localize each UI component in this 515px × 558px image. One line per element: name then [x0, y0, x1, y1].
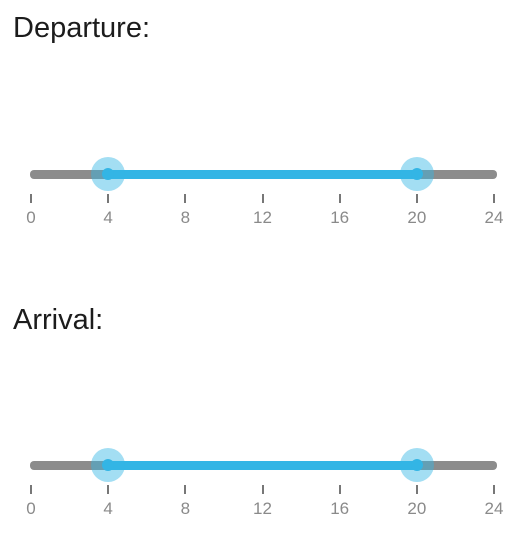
min-thumb-core	[102, 459, 115, 471]
tick-label: 4	[103, 499, 113, 518]
tick-label: 0	[26, 499, 36, 518]
departure-range-slider[interactable]: 0 4 8 12 16 20 24	[0, 150, 515, 230]
tick-mark	[261, 485, 264, 494]
tick-label: 20	[407, 499, 427, 518]
max-thumb[interactable]	[399, 157, 434, 191]
tick-label: 24	[484, 208, 504, 227]
selected-range	[108, 170, 417, 179]
tick-label: 0	[26, 208, 36, 227]
tick-mark	[30, 485, 32, 494]
tick-mark	[184, 194, 187, 203]
tick-mark	[338, 194, 341, 203]
max-thumb-core	[410, 168, 423, 180]
min-thumb-core	[102, 168, 115, 180]
tick-mark	[184, 485, 187, 494]
tick-mark	[30, 194, 32, 203]
tick-mark	[261, 194, 264, 203]
tick-label: 20	[407, 208, 427, 227]
tick-label: 16	[330, 499, 350, 518]
tick-label: 12	[253, 499, 272, 518]
departure-label: Departure:	[13, 12, 151, 44]
tick-mark	[493, 485, 495, 494]
tick-label: 8	[180, 499, 191, 518]
tick-label: 16	[330, 208, 350, 227]
tick-mark	[107, 485, 110, 494]
tick-label: 24	[484, 499, 504, 518]
max-thumb[interactable]	[399, 448, 434, 482]
max-thumb-core	[410, 459, 423, 471]
tick-mark	[415, 194, 418, 203]
tick-label: 4	[103, 208, 113, 227]
tick-mark	[107, 194, 110, 203]
tick-mark	[338, 485, 341, 494]
tick-mark	[415, 485, 418, 494]
tick-label: 8	[180, 208, 191, 227]
arrival-label: Arrival:	[13, 304, 104, 336]
min-thumb[interactable]	[91, 448, 126, 482]
arrival-range-slider[interactable]: 0 4 8 12 16 20 24	[0, 441, 515, 521]
selected-range	[108, 461, 417, 470]
tick-label: 12	[253, 208, 272, 227]
min-thumb[interactable]	[91, 157, 126, 191]
tick-mark	[493, 194, 495, 203]
